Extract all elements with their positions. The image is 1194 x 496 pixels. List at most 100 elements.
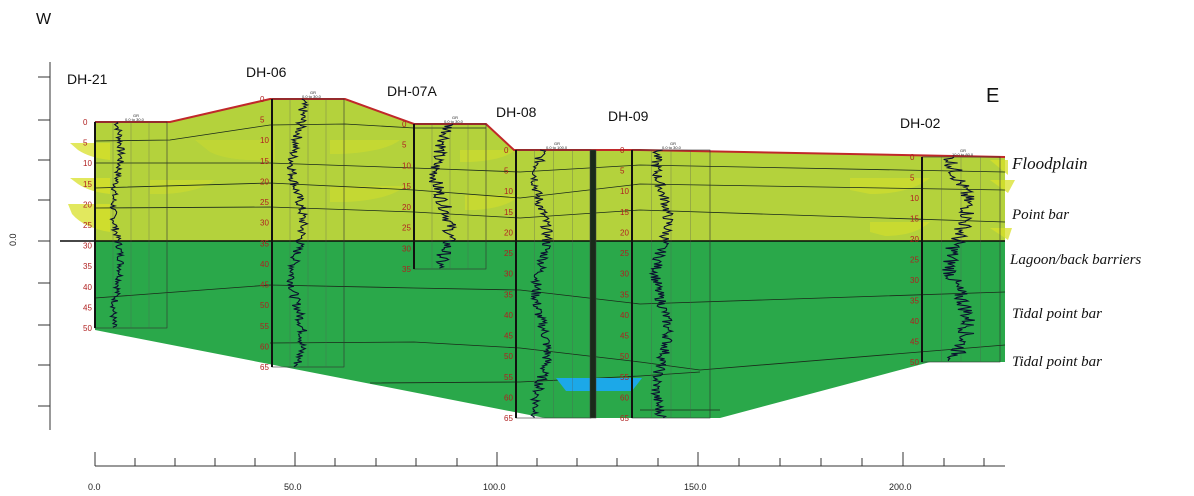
depth-tick-dh-08: 45 <box>504 332 513 341</box>
well-log-dh-09 <box>631 149 711 419</box>
depth-tick-dh-06: 15 <box>260 157 269 166</box>
depth-tick-dh-07a: 0 <box>402 120 407 129</box>
well-log-dh-07a <box>413 123 487 270</box>
facies-label-point-bar: Point bar <box>1011 207 1069 223</box>
x-tick-4: 200.0 <box>889 482 912 492</box>
west-label: W <box>36 11 52 28</box>
depth-tick-dh-07a: 35 <box>402 265 411 274</box>
depth-tick-dh-08: 10 <box>504 187 513 196</box>
well-label-dh-09: DH-09 <box>608 108 649 124</box>
depth-tick-dh-09: 25 <box>620 249 629 258</box>
depth-tick-dh-09: 35 <box>620 290 629 299</box>
depth-tick-dh-08: 55 <box>504 373 513 382</box>
depth-tick-dh-09: 40 <box>620 311 629 320</box>
x-tick-0: 0.0 <box>88 482 101 492</box>
gr-log-trace-dh-08 <box>529 149 554 418</box>
depth-tick-dh-09: 65 <box>620 414 629 423</box>
depth-tick-dh-06: 0 <box>260 95 265 104</box>
depth-tick-dh-02: 25 <box>910 256 919 265</box>
gr-header-dh-21: GR <box>133 113 139 118</box>
correlation-lines <box>94 123 1006 411</box>
gr-header-dh-06: GR <box>310 90 316 95</box>
water-lens <box>556 378 642 391</box>
depth-tick-dh-21: 0 <box>83 118 88 127</box>
depth-tick-dh-08: 65 <box>504 414 513 423</box>
depth-tick-dh-07a: 5 <box>402 141 407 150</box>
depth-tick-dh-06: 60 <box>260 342 269 351</box>
depth-tick-dh-02: 20 <box>910 235 919 244</box>
depth-tick-dh-21: 50 <box>83 324 92 333</box>
gr-header-dh-09: GR <box>670 141 676 146</box>
depth-tick-dh-06: 25 <box>260 198 269 207</box>
depth-tick-dh-07a: 30 <box>402 244 411 253</box>
depth-tick-dh-21: 45 <box>83 303 92 312</box>
depth-tick-dh-09: 50 <box>620 352 629 361</box>
gr-range-dh-09: 0.0 to 30.0 <box>662 145 682 150</box>
depth-tick-dh-09: 55 <box>620 373 629 382</box>
depth-tick-dh-21: 35 <box>83 262 92 271</box>
depth-tick-dh-09: 20 <box>620 228 629 237</box>
gr-range-dh-08: 0.0 to 100.0 <box>546 145 568 150</box>
point-bar-lenses <box>68 140 1015 240</box>
depth-tick-dh-09: 45 <box>620 332 629 341</box>
depth-tick-dh-06: 50 <box>260 301 269 310</box>
facies-label-floodplain: Floodplain <box>1011 154 1088 173</box>
depth-tick-dh-06: 35 <box>260 239 269 248</box>
depth-tick-dh-08: 30 <box>504 270 513 279</box>
facies-label-tidal-point-bar-2: Tidal point bar <box>1012 354 1102 370</box>
y-axis-label: 0.0 <box>8 233 18 246</box>
depth-tick-dh-09: 10 <box>620 187 629 196</box>
depth-tick-dh-06: 40 <box>260 260 269 269</box>
depth-tick-dh-02: 5 <box>910 174 915 183</box>
depth-tick-dh-08: 15 <box>504 208 513 217</box>
facies-label-tidal-point-bar-1: Tidal point bar <box>1012 306 1102 322</box>
depth-tick-dh-07a: 15 <box>402 182 411 191</box>
depth-tick-dh-09: 0 <box>620 146 625 155</box>
well-label-dh-07a: DH-07A <box>387 83 437 99</box>
well-log-dh-06 <box>271 98 345 368</box>
depth-tick-dh-08: 20 <box>504 228 513 237</box>
gr-header-dh-02: GR <box>960 148 966 153</box>
depth-tick-dh-02: 35 <box>910 297 919 306</box>
depth-tick-dh-21: 30 <box>83 242 92 251</box>
gr-log-trace-dh-02 <box>942 156 975 361</box>
depth-tick-dh-08: 40 <box>504 311 513 320</box>
depth-tick-dh-09: 30 <box>620 270 629 279</box>
facies-label-lagoon: Lagoon/back barriers <box>1009 252 1141 268</box>
depth-tick-dh-02: 30 <box>910 276 919 285</box>
gr-range-dh-06: 0.0 to 30.0 <box>302 94 322 99</box>
gr-range-dh-02: 10.0 to 80.0 <box>952 152 974 157</box>
depth-tick-dh-06: 10 <box>260 136 269 145</box>
depth-tick-dh-06: 55 <box>260 322 269 331</box>
depth-tick-dh-21: 15 <box>83 180 92 189</box>
well-label-dh-08: DH-08 <box>496 104 537 120</box>
depth-tick-dh-02: 50 <box>910 358 919 367</box>
depth-tick-dh-07a: 25 <box>402 224 411 233</box>
depth-tick-dh-07a: 20 <box>402 203 411 212</box>
left-axis <box>38 62 51 430</box>
x-tick-1: 50.0 <box>284 482 302 492</box>
bottom-axis <box>94 452 1005 467</box>
gr-header-dh-07a: GR <box>452 115 458 120</box>
gr-range-dh-21: 0.0 to 30.0 <box>125 117 145 122</box>
gr-log-trace-dh-07a <box>428 123 458 269</box>
well-label-dh-02: DH-02 <box>900 115 941 131</box>
depth-tick-dh-21: 5 <box>83 139 88 148</box>
depth-tick-dh-06: 30 <box>260 219 269 228</box>
depth-tick-dh-06: 20 <box>260 177 269 186</box>
depth-tick-dh-02: 10 <box>910 194 919 203</box>
core-track <box>589 149 597 419</box>
depth-tick-dh-21: 20 <box>83 200 92 209</box>
well-label-dh-21: DH-21 <box>67 71 108 87</box>
depth-tick-dh-02: 15 <box>910 215 919 224</box>
east-label: E <box>986 85 999 107</box>
lower-stratigraphic-unit <box>95 241 1005 418</box>
depth-tick-dh-21: 40 <box>83 283 92 292</box>
gr-log-trace-dh-21 <box>109 121 127 328</box>
well-label-dh-06: DH-06 <box>246 64 287 80</box>
x-tick-3: 150.0 <box>684 482 707 492</box>
depth-tick-dh-02: 45 <box>910 338 919 347</box>
gr-log-trace-dh-09 <box>648 149 675 419</box>
depth-tick-dh-09: 15 <box>620 208 629 217</box>
